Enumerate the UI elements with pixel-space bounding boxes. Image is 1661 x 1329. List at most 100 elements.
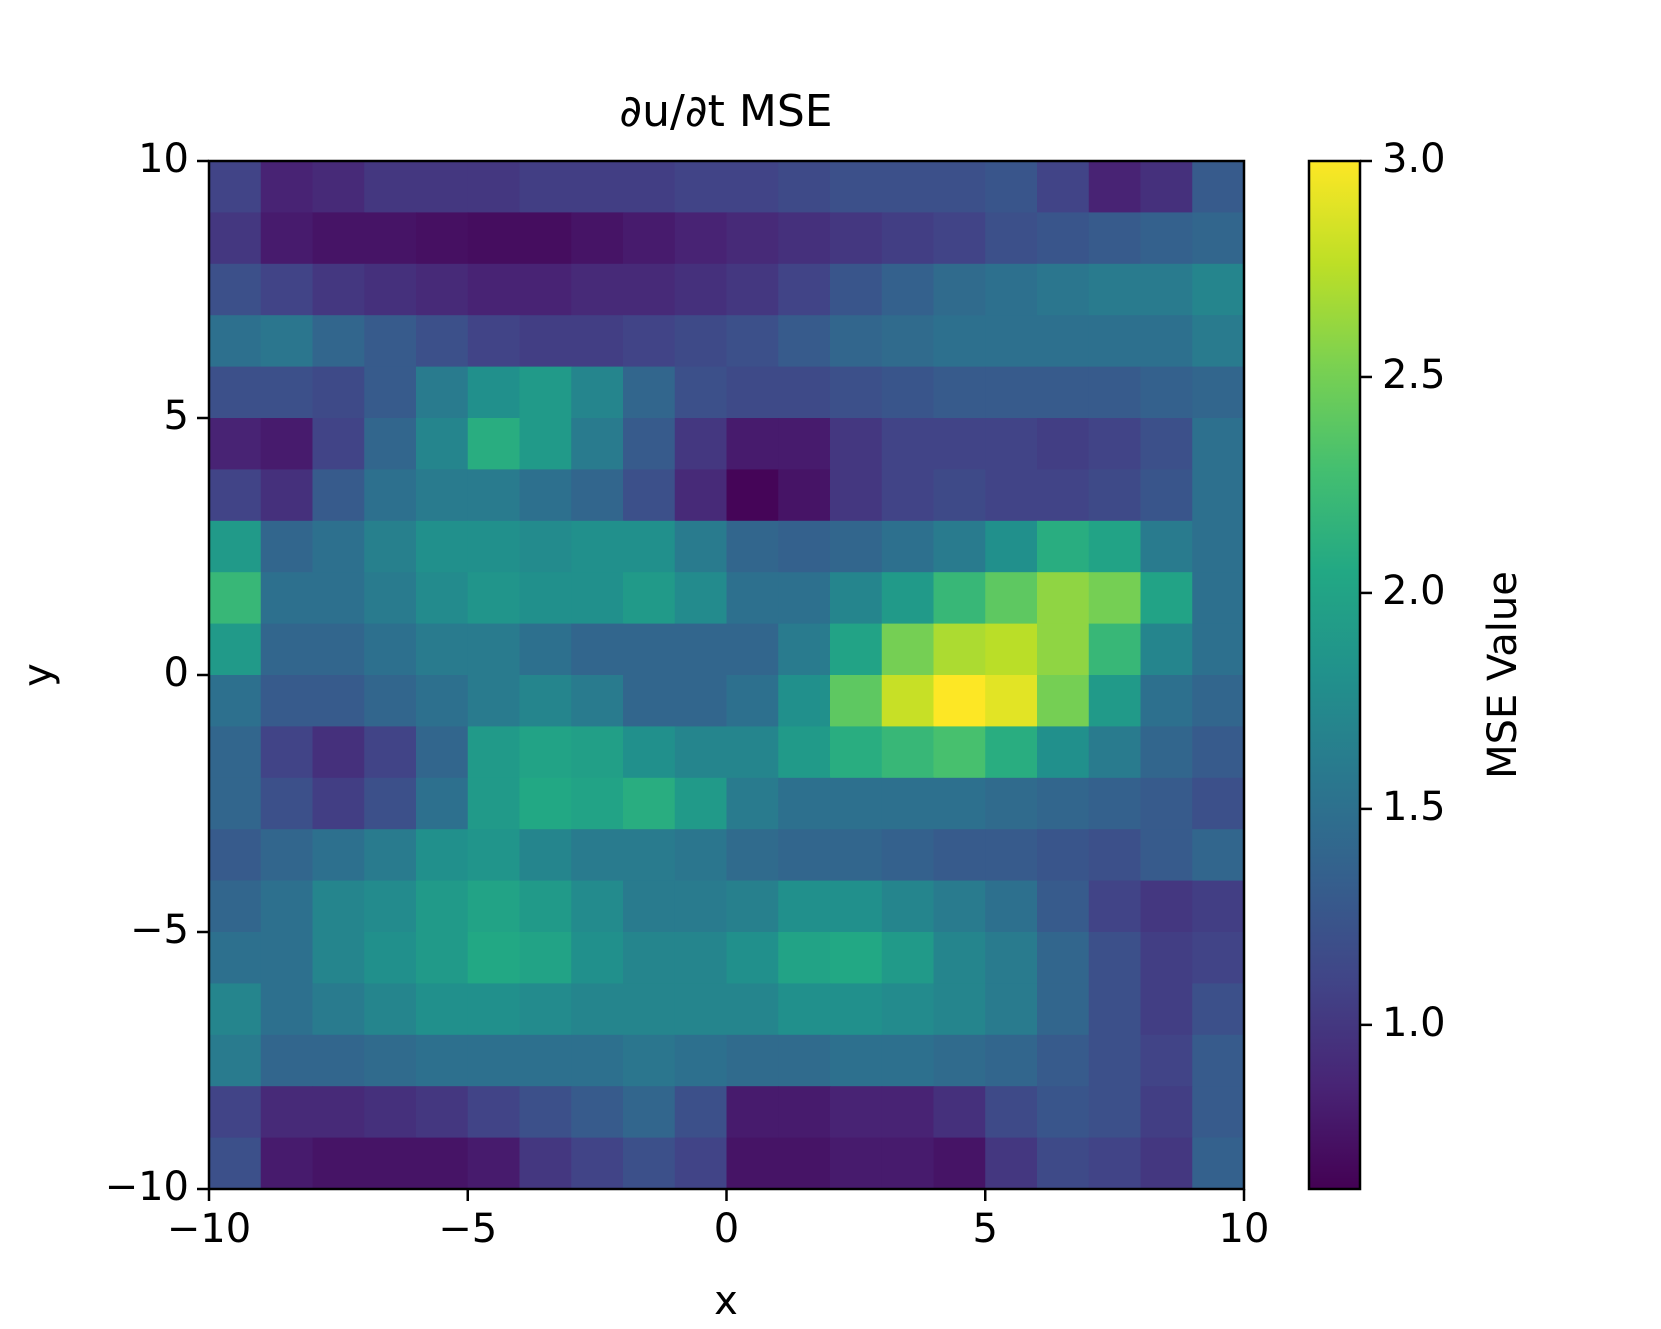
heatmap-cell — [1140, 315, 1193, 368]
heatmap-cell — [364, 675, 417, 727]
heatmap-cell — [985, 212, 1038, 265]
heatmap-cell — [881, 418, 935, 470]
heatmap-cell — [623, 1034, 676, 1087]
heatmap-cell — [571, 880, 624, 933]
heatmap-cell — [416, 418, 469, 470]
heatmap-cell — [881, 469, 935, 522]
y-tick-label: −10 — [105, 1164, 189, 1210]
heatmap-cell — [416, 212, 469, 265]
heatmap-cell — [364, 572, 417, 625]
heatmap-cell — [1037, 1086, 1090, 1139]
heatmap-cell — [726, 418, 779, 470]
heatmap-cell — [881, 212, 935, 265]
heatmap-cell — [209, 726, 262, 779]
heatmap-cell — [881, 520, 935, 573]
heatmap-cell — [1088, 572, 1142, 625]
heatmap-cell — [312, 263, 365, 316]
heatmap-cell — [364, 212, 417, 265]
heatmap-cell — [519, 366, 572, 419]
heatmap-cell — [881, 726, 935, 779]
heatmap-cell — [1037, 1034, 1090, 1087]
heatmap-cell — [209, 932, 262, 984]
heatmap-cell — [1088, 777, 1142, 830]
heatmap-cell — [830, 315, 883, 368]
heatmap-cell — [312, 418, 365, 470]
heatmap-cell — [1088, 469, 1142, 522]
heatmap-cell — [1192, 932, 1245, 984]
heatmap-cell — [623, 675, 676, 727]
heatmap-cell — [778, 161, 831, 213]
heatmap-cell — [416, 932, 469, 984]
heatmap-cell — [312, 1034, 365, 1087]
y-tick-label: −5 — [130, 907, 189, 953]
heatmap-cell — [830, 520, 883, 573]
heatmap-cell — [830, 212, 883, 265]
heatmap-cell — [416, 983, 469, 1036]
heatmap-cell — [519, 777, 572, 830]
heatmap-cell — [623, 315, 676, 368]
heatmap-cell — [726, 572, 779, 625]
heatmap-cell — [985, 263, 1038, 316]
heatmap-cell — [830, 1137, 883, 1190]
heatmap-cell — [260, 418, 314, 470]
x-tick-label: 0 — [714, 1206, 739, 1252]
y-tick-label: 0 — [164, 650, 189, 696]
heatmap-cell — [416, 161, 469, 213]
heatmap-cell — [571, 829, 624, 882]
heatmap-cell — [726, 212, 779, 265]
heatmap-cell — [985, 520, 1038, 573]
heatmap-cell — [1088, 1034, 1142, 1087]
heatmap-cell — [312, 469, 365, 522]
heatmap-cell — [778, 932, 831, 984]
heatmap-cell — [830, 675, 883, 727]
heatmap-cell — [364, 1086, 417, 1139]
heatmap-cell — [312, 675, 365, 727]
heatmap-cell — [623, 572, 676, 625]
heatmap-cell — [778, 623, 831, 676]
colorbar-tick-label: 1.5 — [1382, 784, 1446, 830]
heatmap-cell — [1192, 161, 1245, 213]
heatmap-cell — [1192, 1086, 1245, 1139]
x-tick-label: −5 — [438, 1206, 497, 1252]
heatmap-cell — [985, 315, 1038, 368]
heatmap-cell — [571, 1137, 624, 1190]
heatmap-cell — [260, 1086, 314, 1139]
heatmap-cell — [726, 983, 779, 1036]
heatmap-cell — [519, 1034, 572, 1087]
heatmap-cell — [985, 1086, 1038, 1139]
heatmap-cell — [933, 315, 986, 368]
heatmap-cell — [726, 880, 779, 933]
heatmap-cell — [830, 623, 883, 676]
heatmap-cell — [416, 469, 469, 522]
heatmap-cell — [467, 623, 521, 676]
heatmap-cell — [674, 572, 728, 625]
heatmap-cell — [1192, 520, 1245, 573]
heatmap-cell — [674, 1137, 728, 1190]
heatmap-cell — [933, 1137, 986, 1190]
heatmap-cell — [467, 932, 521, 984]
heatmap-cell — [778, 1086, 831, 1139]
heatmap-cell — [260, 1137, 314, 1190]
heatmap-cell — [571, 623, 624, 676]
heatmap-cell — [571, 1086, 624, 1139]
heatmap-cell — [623, 1086, 676, 1139]
heatmap-cell — [778, 1137, 831, 1190]
heatmap-cell — [674, 1034, 728, 1087]
heatmap-cell — [985, 418, 1038, 470]
heatmap-cell — [519, 726, 572, 779]
heatmap-cell — [623, 623, 676, 676]
heatmap-cell — [312, 212, 365, 265]
heatmap-cell — [312, 1086, 365, 1139]
heatmap-cell — [571, 675, 624, 727]
heatmap-cell — [623, 366, 676, 419]
heatmap-cell — [312, 623, 365, 676]
heatmap-cell — [726, 1137, 779, 1190]
y-tick-label: 5 — [164, 393, 189, 439]
heatmap-cell — [623, 520, 676, 573]
heatmap-cell — [985, 366, 1038, 419]
heatmap-cell — [830, 777, 883, 830]
heatmap-cell — [830, 418, 883, 470]
heatmap-cell — [571, 418, 624, 470]
heatmap-cell — [1140, 161, 1193, 213]
